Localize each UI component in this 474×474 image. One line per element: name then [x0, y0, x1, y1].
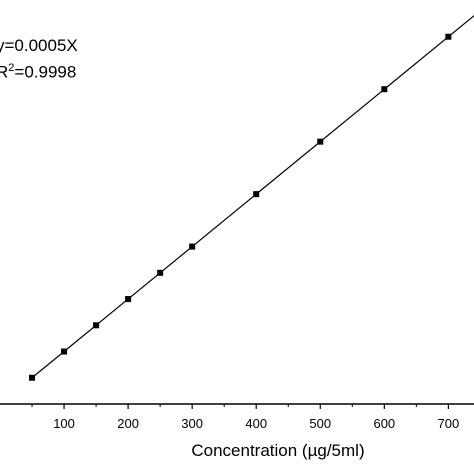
x-tick-label-600: 600 [373, 416, 395, 431]
data-point [445, 33, 452, 40]
data-point [381, 86, 388, 93]
r-squared-superscript: 2 [8, 62, 15, 74]
data-point [253, 191, 260, 198]
data-point [317, 138, 324, 145]
x-tick-label-300: 300 [181, 416, 203, 431]
equation-text: y=0.0005X [0, 36, 78, 55]
data-point [157, 269, 164, 276]
data-point [61, 348, 68, 355]
equation-annotation: y=0.0005X [0, 36, 78, 56]
r-squared-symbol: R [0, 62, 9, 82]
data-point [189, 243, 196, 250]
x-tick-label-400: 400 [245, 416, 267, 431]
x-tick-label-200: 200 [117, 416, 139, 431]
x-tick-label-100: 100 [53, 416, 75, 431]
x-tick-label-500: 500 [309, 416, 331, 431]
x-tick-label-700: 700 [438, 416, 460, 431]
x-axis-label: Concentration (µg/5ml) [191, 441, 364, 460]
data-point [125, 296, 132, 303]
r-squared-value: =0.9998 [14, 62, 77, 82]
data-point [29, 374, 36, 381]
data-point [93, 322, 100, 329]
r-squared-annotation: R2=0.9998 [0, 62, 76, 83]
